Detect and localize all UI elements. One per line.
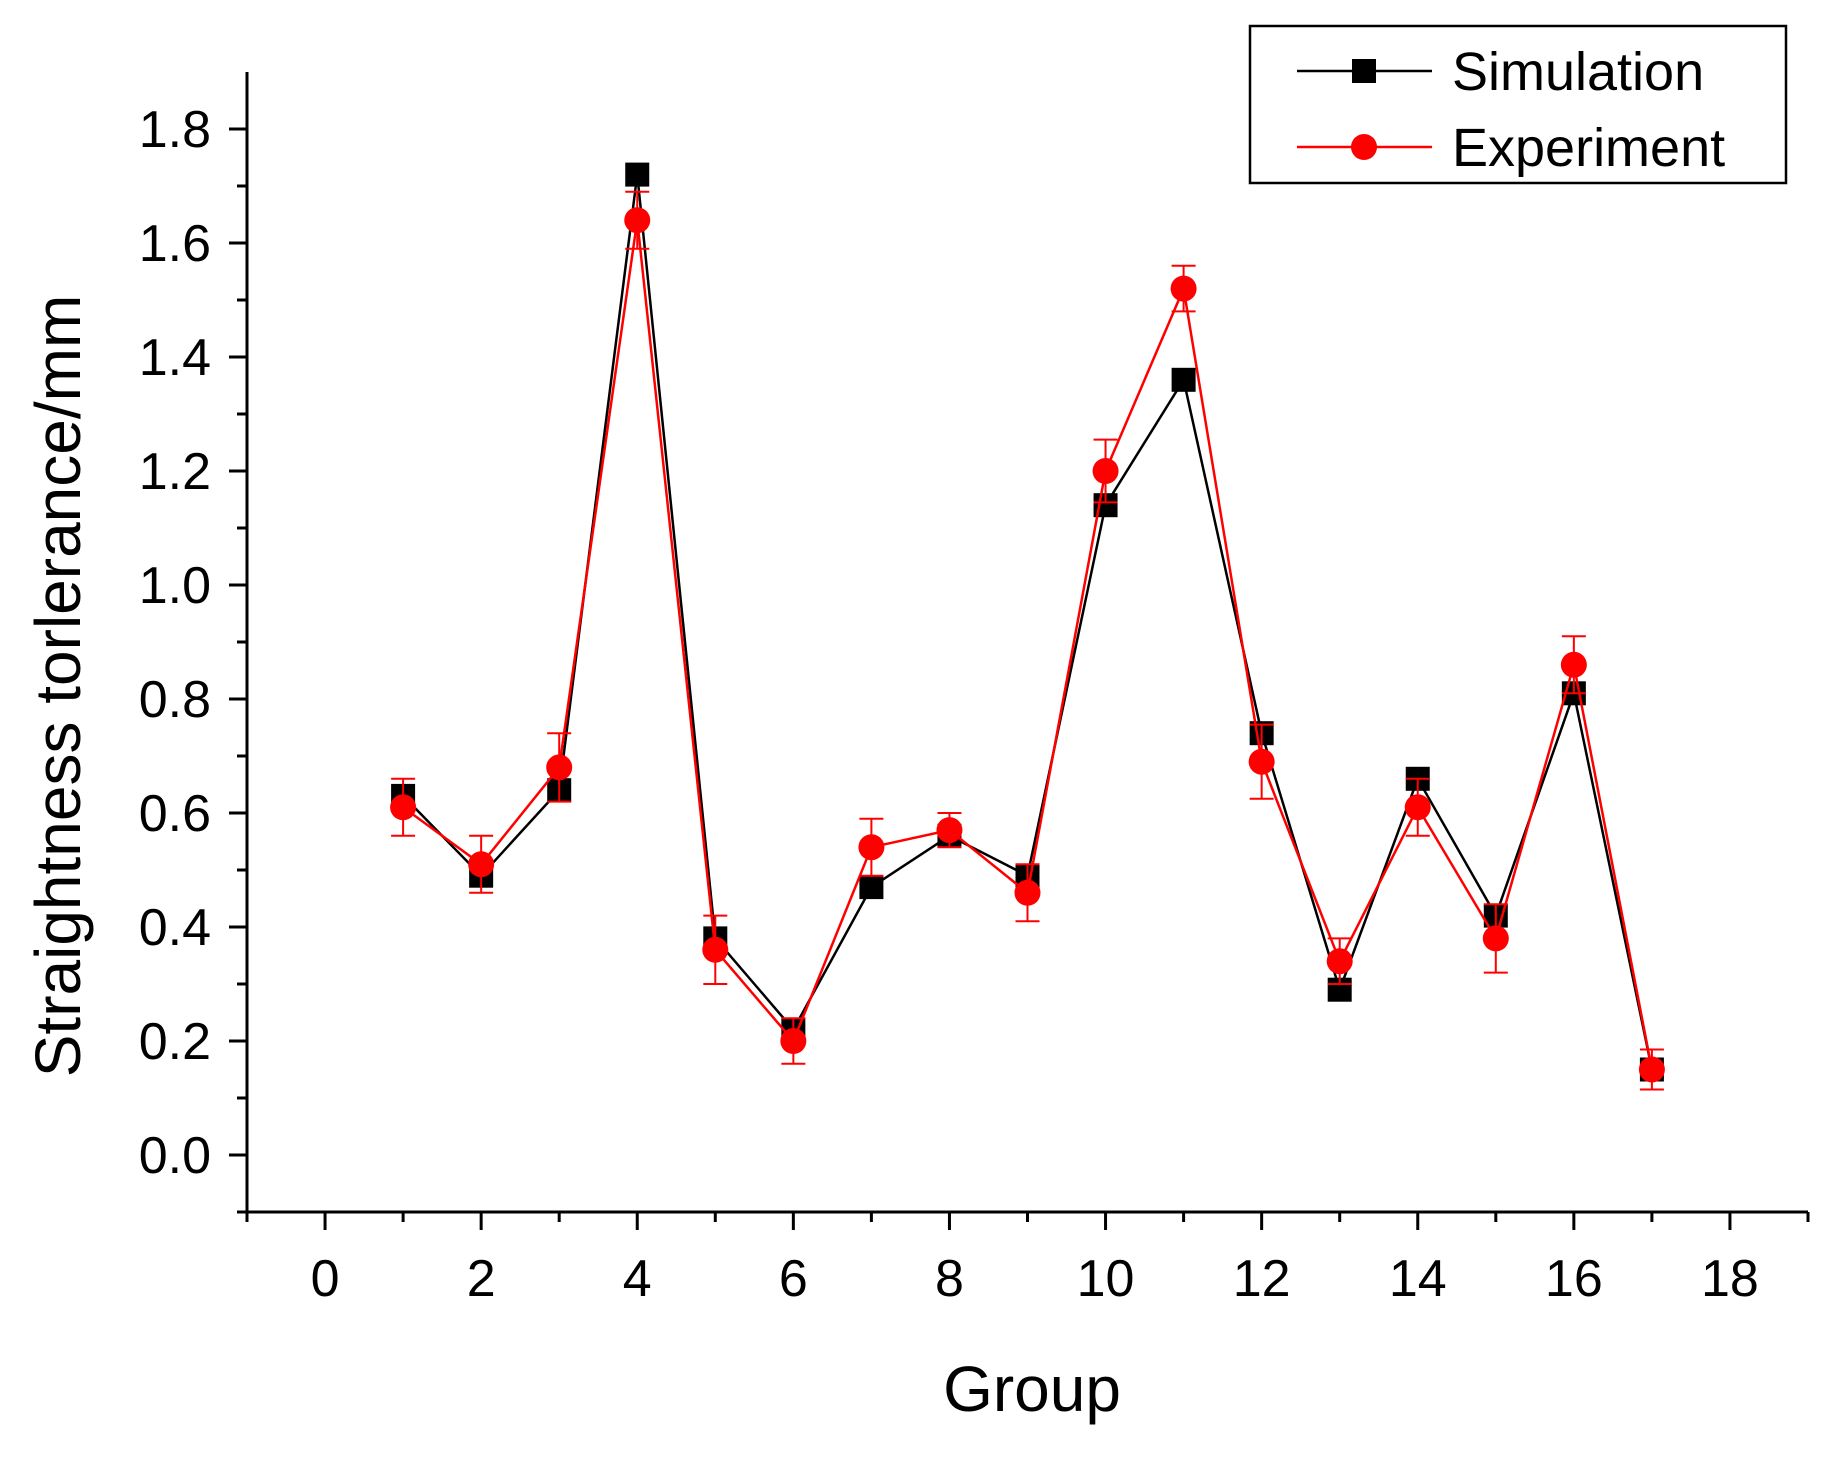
data-point-circle: [1170, 275, 1197, 302]
data-point-circle: [468, 851, 495, 878]
series-line: [402, 174, 1654, 1070]
legend-box: [1248, 24, 1788, 185]
data-point-circle: [1248, 748, 1275, 775]
x-axis-title: Group: [943, 1353, 1121, 1425]
x-tick-label: 10: [1077, 1250, 1135, 1308]
series-simulation: [391, 162, 1664, 1082]
data-point-square: [625, 162, 650, 187]
y-tick-label: 1.0: [139, 557, 211, 615]
series-experiment: [390, 190, 1665, 1091]
data-point-circle: [780, 1028, 807, 1054]
y-tick-label: 1.8: [139, 101, 211, 159]
x-tick-label: 0: [311, 1250, 340, 1308]
x-tick-label: 2: [467, 1250, 496, 1308]
data-point-circle: [1014, 879, 1041, 906]
x-tick-label: 16: [1545, 1250, 1603, 1308]
legend-label: Experiment: [1452, 118, 1725, 178]
y-tick-label: 0.2: [139, 1013, 211, 1071]
data-point-circle: [702, 936, 729, 963]
y-tick-label: 1.4: [139, 329, 211, 387]
series-layer: [390, 162, 1665, 1091]
data-point-circle: [1482, 925, 1509, 952]
data-point-circle: [858, 834, 885, 861]
y-tick-label: 1.6: [139, 215, 211, 273]
y-axis-title: Straightness torlerance/mm: [22, 295, 94, 1078]
y-tick-label: 0.0: [139, 1127, 211, 1185]
data-point-circle: [1404, 794, 1431, 821]
y-tick-label: 0.4: [139, 899, 211, 957]
axes: 0 2 4 6 8 10 12 14 16 18 0.0 0.2 0.4 0.6 0.8 1.0 1.2 1.4 1…: [139, 72, 1810, 1308]
data-point-square: [1171, 367, 1196, 392]
legend-label: Simulation: [1452, 42, 1704, 102]
y-tick-label: 0.6: [139, 785, 211, 843]
x-tick-label: 8: [935, 1250, 964, 1308]
x-tick-label: 4: [623, 1250, 652, 1308]
x-tick-label: 12: [1233, 1250, 1291, 1308]
x-tick-label: 14: [1389, 1250, 1447, 1308]
legend-marker-circle: [1351, 134, 1377, 160]
series-line: [402, 220, 1654, 1070]
legend-marker-square: [1352, 59, 1376, 83]
legend: Simulation Experiment: [1248, 24, 1788, 185]
data-point-circle: [1560, 651, 1587, 678]
data-point-square: [859, 875, 884, 900]
data-point-circle: [936, 817, 963, 844]
data-point-circle: [1092, 458, 1119, 484]
data-point-circle: [624, 207, 651, 234]
data-point-circle: [390, 794, 417, 821]
data-point-circle: [1638, 1056, 1665, 1083]
y-tick-label: 1.2: [139, 443, 211, 501]
x-tick-label: 6: [779, 1250, 808, 1308]
y-tick-label: 0.8: [139, 671, 211, 729]
x-tick-label: 18: [1701, 1250, 1759, 1308]
data-point-circle: [546, 754, 573, 781]
data-point-circle: [1326, 948, 1353, 975]
